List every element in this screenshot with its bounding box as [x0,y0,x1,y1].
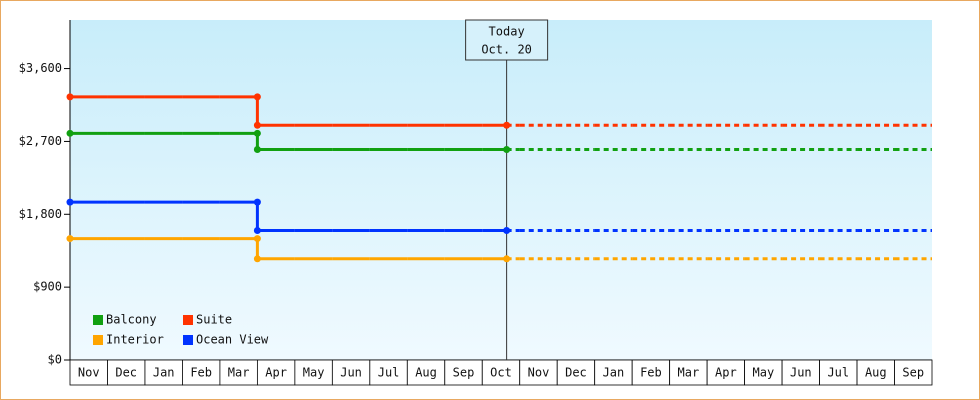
x-tick-label: Aug [415,366,437,380]
point [66,198,74,206]
x-tick-cell [744,359,783,386]
x-tick-cell [594,359,633,386]
point [503,226,511,234]
point [503,121,511,129]
x-tick-label: Mar [678,366,700,380]
today-box [465,19,549,61]
x-tick-label: Aug [865,366,887,380]
x-tick-label: Dec [565,366,587,380]
x-tick-label: Nov [78,366,100,380]
legend-label: Balcony [106,313,157,327]
x-tick-label: May [303,366,325,380]
x-tick-label: Apr [715,366,737,380]
x-tick-label: Mar [228,366,250,380]
x-tick-label: Jun [790,366,812,380]
x-tick-label: Jul [827,366,849,380]
x-tick-cell [894,359,933,386]
x-tick-cell [406,359,446,386]
x-tick-label: May [753,366,775,380]
legend-label: Interior [106,333,164,347]
legend-label: Ocean View [196,333,269,347]
x-tick-label: Jul [378,366,400,380]
y-tick-label: $3,600 [19,61,62,75]
annotation-date: Oct. 20 [481,43,532,57]
plot-area [70,20,932,360]
x-tick-label: Apr [265,366,287,380]
point [253,235,261,243]
x-tick-label: Oct [490,366,512,380]
point [253,93,261,101]
legend-swatch [183,315,193,325]
x-tick-cell [819,359,858,386]
legend-label: Suite [196,313,232,327]
x-tick-cell [519,359,558,386]
x-tick-label: Nov [528,366,550,380]
x-tick-cell [481,359,521,386]
y-tick-label: $0 [48,353,62,367]
point [253,146,261,154]
point [253,121,261,129]
point [253,129,261,137]
x-tick-label: Feb [640,366,662,380]
point [253,198,261,206]
x-tick-label: Feb [190,366,212,380]
legend-swatch [183,335,193,345]
y-tick-label: $1,800 [19,207,62,221]
x-tick-cell [182,359,221,386]
x-tick-cell [331,359,371,386]
point [253,255,261,263]
point [503,146,511,154]
x-tick-cell [219,359,258,386]
y-tick-label: $2,700 [19,134,62,148]
x-tick-cell [631,359,671,386]
point [253,226,261,234]
legend-swatch [93,335,103,345]
x-tick-cell [781,359,820,386]
x-tick-cell [706,359,746,386]
point [66,93,74,101]
x-tick-label: Jan [603,366,625,380]
legend-swatch [93,315,103,325]
x-tick-label: Dec [115,366,137,380]
x-tick-label: Jan [153,366,175,380]
point [66,235,74,243]
x-tick-cell [144,359,183,386]
x-tick-label: Sep [902,366,924,380]
annotation-label: Today [489,25,525,39]
x-tick-label: Sep [453,366,475,380]
x-tick-cell [856,359,895,386]
point [66,129,74,137]
x-tick-cell [69,359,108,386]
point [503,255,511,263]
x-tick-cell [107,359,146,386]
x-tick-label: Jun [340,366,362,380]
y-tick-label: $900 [33,280,62,294]
